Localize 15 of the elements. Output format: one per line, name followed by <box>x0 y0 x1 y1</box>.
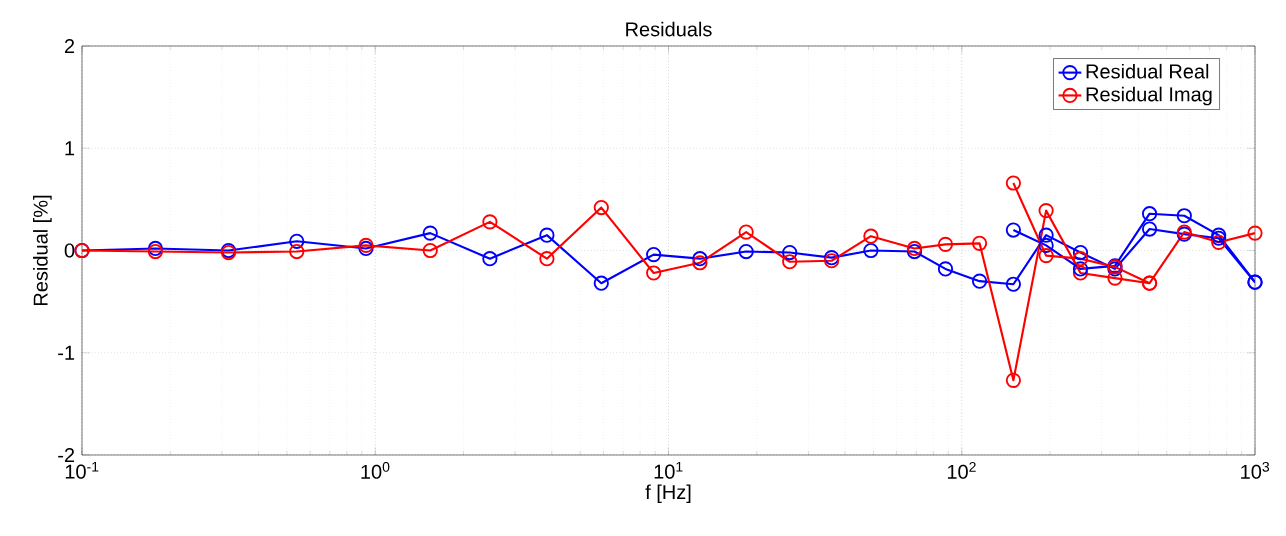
x-tick-label: 10$^{0}$ <box>361 461 390 479</box>
x-tick-label: 10$^{3}$ <box>1241 461 1270 479</box>
legend-label: Residual Real <box>1086 63 1209 79</box>
chart-title: Residuals <box>626 21 712 37</box>
x-axis-title: f [Hz] <box>645 484 691 504</box>
y-tick-label: 2 <box>64 39 75 53</box>
y-axis-title: Residual [%] <box>33 195 52 306</box>
y-tick-label: 0 <box>64 243 75 258</box>
x-tick-label: 10$^{-1}$ <box>65 461 99 479</box>
y-tick-label: -2 <box>58 448 75 462</box>
x-tick-label: 10$^{2}$ <box>947 461 976 479</box>
legend-label: Residual Imag <box>1086 86 1212 106</box>
x-tick-label: 10$^{1}$ <box>654 461 683 479</box>
y-tick-label: -1 <box>58 345 75 360</box>
y-tick-label: 1 <box>65 141 75 156</box>
